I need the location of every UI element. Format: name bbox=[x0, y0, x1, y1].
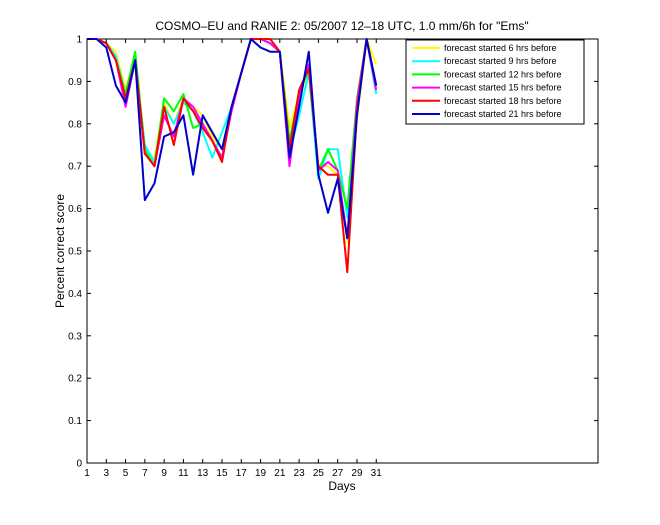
y-tick-label: 0.7 bbox=[68, 162, 82, 173]
legend-label-1: forecast started 6 hrs before bbox=[444, 43, 557, 53]
legend-box bbox=[405, 39, 585, 125]
y-axis: 0 0.1 0.2 0.3 0.4 0.5 0.6 0.7 0.8 0.9 1 bbox=[68, 35, 598, 470]
series-layer bbox=[87, 38, 378, 274]
x-tick-label: 27 bbox=[332, 468, 344, 479]
x-tick-label: 23 bbox=[294, 468, 306, 479]
x-tick-label: 31 bbox=[371, 468, 383, 479]
y-tick-label: 0.1 bbox=[68, 416, 82, 427]
x-tick-label: 7 bbox=[142, 468, 148, 479]
x-axis: 1 3 5 7 9 11 13 15 17 19 21 23 25 27 29 31 bbox=[84, 39, 382, 479]
series-line-6 bbox=[87, 38, 378, 240]
y-tick-label: 0.2 bbox=[68, 374, 82, 385]
y-tick-label: 1 bbox=[76, 35, 82, 46]
x-tick-label: 29 bbox=[351, 468, 363, 479]
x-tick-label: 13 bbox=[197, 468, 209, 479]
x-tick-label: 17 bbox=[236, 468, 248, 479]
x-tick-label: 21 bbox=[274, 468, 286, 479]
x-axis-label: Days bbox=[328, 479, 355, 493]
x-tick-label: 19 bbox=[255, 468, 267, 479]
x-tick-label: 1 bbox=[84, 468, 90, 479]
y-tick-label: 0 bbox=[76, 459, 82, 470]
x-tick-label: 15 bbox=[216, 468, 228, 479]
y-tick-label: 0.5 bbox=[68, 247, 82, 258]
y-tick-label: 0.8 bbox=[68, 119, 82, 130]
legend-label-5: forecast started 18 hrs before bbox=[444, 96, 562, 106]
y-tick-label: 0.3 bbox=[68, 331, 82, 342]
y-tick-label: 0.9 bbox=[68, 77, 82, 88]
y-tick-label: 0.6 bbox=[68, 204, 82, 215]
chart-title: COSMO–EU and RANIE 2: 05/2007 12–18 UTC,… bbox=[155, 19, 528, 33]
x-tick-label: 11 bbox=[178, 468, 189, 479]
y-tick-label: 0.4 bbox=[68, 289, 82, 300]
legend-label-4: forecast started 15 hrs before bbox=[444, 83, 562, 93]
y-axis-label: Percent correct score bbox=[53, 194, 67, 308]
x-tick-label: 5 bbox=[123, 468, 129, 479]
x-tick-label: 3 bbox=[104, 468, 110, 479]
x-tick-label: 25 bbox=[313, 468, 325, 479]
legend-label-2: forecast started 9 hrs before bbox=[444, 56, 557, 66]
legend-label-6: forecast started 21 hrs before bbox=[444, 109, 562, 119]
x-tick-label: 9 bbox=[161, 468, 167, 479]
legend-label-3: forecast started 12 hrs before bbox=[444, 69, 562, 79]
legend: forecast started 6 hrs before forecast st… bbox=[405, 39, 585, 125]
